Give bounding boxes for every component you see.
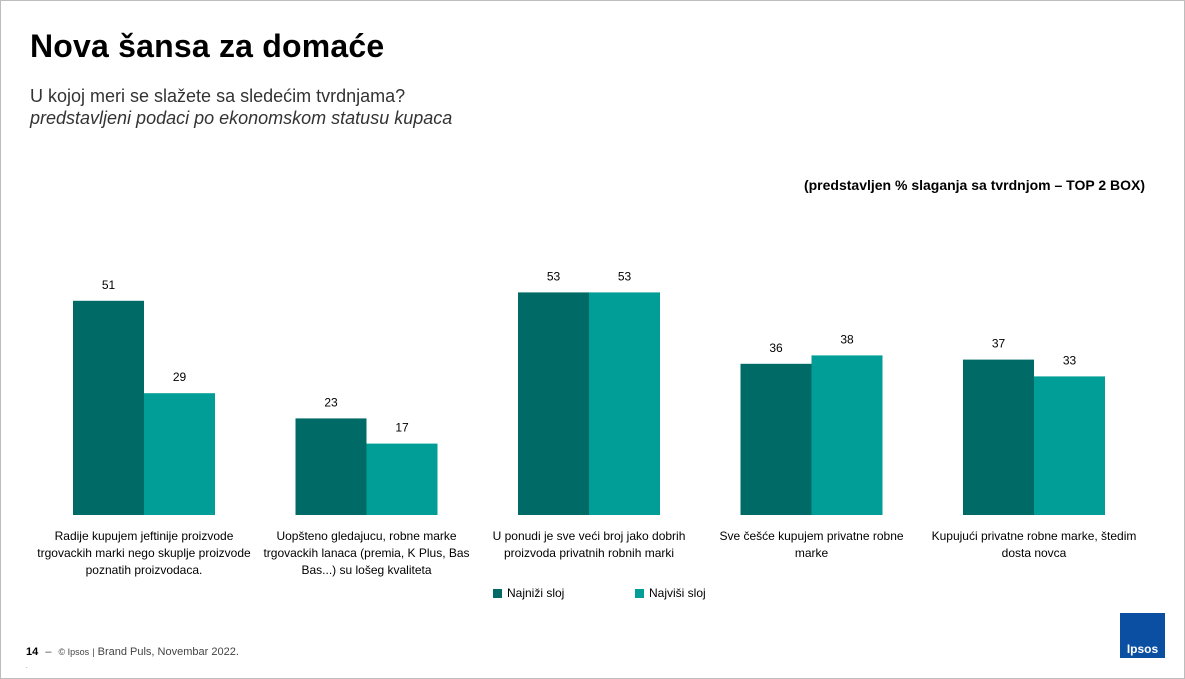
legend-swatch-series-2 [635, 588, 644, 598]
bar-series-2-cat-4 [811, 355, 883, 515]
category-label-3-line-2: proizvoda privatnih robnih marki [504, 546, 674, 560]
ipsos-logo: Ipsos [1120, 613, 1165, 658]
bar-series-1-cat-4 [740, 363, 812, 515]
category-label-2-line-2: trgovackih lanaca (premia, K Plus, Bas [263, 546, 469, 560]
legend-item-series-2: Najviši sloj [635, 586, 706, 600]
data-label-series-1-cat-1: 51 [102, 278, 116, 292]
footer: 14 – © Ipsos | Brand Puls, Novembar 2022… [26, 646, 239, 658]
data-label-series-2-cat-5: 33 [1063, 353, 1077, 367]
bar-series-1-cat-3 [518, 292, 589, 515]
bar-series-2-cat-2 [366, 443, 438, 515]
category-label-1-line-2: trgovackih marki nego skuplje proizvode [37, 546, 251, 560]
legend-swatch-series-1 [493, 588, 502, 598]
bar-series-2-cat-5 [1034, 376, 1105, 515]
data-label-series-2-cat-3: 53 [618, 269, 632, 283]
data-label-series-1-cat-4: 36 [769, 341, 783, 355]
bar-series-1-cat-1 [73, 300, 144, 515]
category-label-1-line-1: Radije kupujem jeftinije proizvode [55, 529, 234, 543]
data-label-series-2-cat-1: 29 [173, 370, 187, 384]
category-label-2-line-1: Uopšteno gledajucu, robne marke [276, 529, 456, 543]
category-label-2-line-3: Bas...) su lošeg kvaliteta [301, 563, 431, 577]
footer-dash: – [45, 646, 52, 658]
category-label-3-line-1: U ponudi je sve veći broj jako dobrih [493, 529, 686, 543]
legend-label-series-2: Najviši sloj [649, 586, 706, 600]
copyright: © Ipsos [58, 647, 90, 657]
logo-text: Ipsos [1126, 642, 1159, 656]
category-label-5-line-2: dosta novca [1002, 546, 1067, 560]
data-label-series-1-cat-3: 53 [547, 269, 561, 283]
category-label-5-line-1: Kupujući privatne robne marke, štedim [932, 529, 1137, 543]
data-label-series-1-cat-2: 23 [324, 395, 338, 409]
subtitle: U kojoj meri se slažete sa sledećim tvrd… [30, 86, 406, 106]
chart-note: (predstavljen % slaganja sa tvrdnjom – T… [803, 177, 1145, 193]
bar-series-2-cat-1 [144, 393, 215, 515]
bar-series-2-cat-3 [589, 292, 660, 515]
bar-series-1-cat-5 [963, 359, 1034, 515]
page-title: Nova šansa za domaće [30, 28, 385, 64]
category-label-4-line-1: Sve češće kupujem privatne robne [719, 529, 903, 543]
footer-bar: | [92, 647, 95, 657]
footer-dot: . [26, 664, 28, 670]
category-label-1-line-3: poznatih proizvodaca. [86, 563, 203, 577]
data-label-series-2-cat-2: 17 [395, 421, 409, 435]
bar-series-1-cat-2 [295, 418, 367, 515]
data-label-series-1-cat-5: 37 [992, 337, 1006, 351]
category-label-4-line-2: marke [795, 546, 829, 560]
legend: Najniži sloj Najviši sloj [0, 586, 1185, 606]
legend-item-series-1: Najniži sloj [493, 586, 564, 600]
page-number: 14 [26, 646, 39, 658]
data-label-series-2-cat-4: 38 [840, 332, 854, 346]
subtitle-italic: predstavljeni podaci po ekonomskom statu… [30, 108, 453, 128]
footer-source: Brand Puls, Novembar 2022. [97, 646, 239, 658]
legend-label-series-1: Najniži sloj [507, 586, 565, 600]
